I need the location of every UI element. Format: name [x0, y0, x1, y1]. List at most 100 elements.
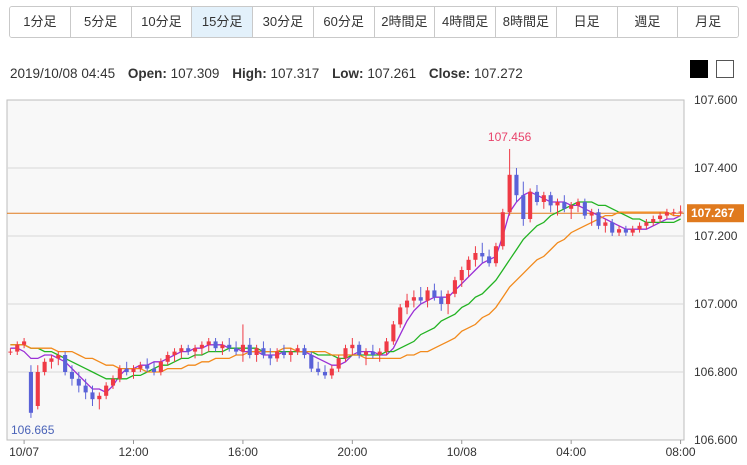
candle-body	[56, 355, 61, 359]
candle-body	[473, 253, 478, 260]
candle-body	[630, 229, 635, 233]
candle-body	[193, 348, 198, 352]
y-tick-label: 106.600	[694, 433, 738, 447]
candle-body	[384, 341, 389, 352]
y-tick-label: 106.800	[694, 365, 738, 379]
candle-body	[336, 358, 341, 369]
tab-2hour[interactable]: 2時間足	[374, 7, 436, 37]
x-tick-label: 10/07	[9, 445, 39, 459]
tab-1min[interactable]: 1分足	[10, 7, 71, 37]
candle-body	[268, 355, 273, 359]
open-label: Open:	[127, 66, 167, 81]
candle-body	[63, 355, 68, 372]
candle-body	[281, 351, 287, 355]
candle-body	[391, 324, 396, 342]
candle-body	[309, 355, 314, 369]
high-annotation: 107.456	[488, 130, 532, 144]
candle-body	[439, 297, 444, 304]
tab-4hour[interactable]: 4時間足	[435, 7, 496, 37]
high-label: High:	[232, 66, 267, 81]
candle-body	[172, 351, 177, 355]
x-tick-label: 08:00	[666, 445, 696, 459]
candle-body	[206, 341, 211, 345]
tab-15min[interactable]: 15分足	[192, 7, 253, 37]
candle-body	[329, 368, 334, 376]
candle-body	[582, 202, 587, 216]
candle-body	[678, 211, 683, 213]
tab-60min[interactable]: 60分足	[313, 7, 375, 37]
candle-body	[664, 212, 669, 216]
candle-body	[370, 351, 375, 355]
candle-body	[671, 212, 676, 214]
candle-body	[83, 385, 88, 393]
candle-body	[404, 300, 410, 308]
candle-body	[322, 372, 328, 376]
candle-body	[104, 385, 109, 396]
tab-30min[interactable]: 30分足	[253, 7, 314, 37]
y-tick-label: 107.200	[694, 229, 738, 243]
candle-body	[90, 392, 95, 400]
candle-body	[459, 270, 464, 281]
tab-weekly[interactable]: 週足	[617, 7, 679, 37]
candle-body	[562, 202, 567, 209]
candle-body	[637, 225, 642, 230]
tab-daily[interactable]: 日足	[556, 7, 618, 37]
candle-body	[97, 395, 102, 400]
candle-body	[199, 344, 204, 349]
x-tick-label: 04:00	[556, 445, 586, 459]
candle-body	[452, 280, 457, 294]
candle-body	[658, 215, 663, 219]
low-value: 107.261	[367, 66, 417, 81]
candle-body	[487, 256, 492, 264]
candle-body	[240, 344, 245, 352]
candle-body	[22, 341, 27, 345]
candle-body	[500, 212, 505, 247]
candle-body	[110, 378, 116, 386]
candle-body	[596, 212, 601, 226]
low-label: Low:	[332, 66, 364, 81]
candle-body	[254, 348, 259, 355]
candle-body	[398, 307, 403, 325]
candle-body	[589, 212, 594, 216]
tab-10min[interactable]: 10分足	[131, 7, 193, 37]
x-tick-label: 12:00	[118, 445, 148, 459]
tab-5min[interactable]: 5分足	[70, 7, 132, 37]
candle-body	[220, 344, 225, 349]
candle-body	[446, 293, 451, 304]
open-value: 107.309	[170, 66, 220, 81]
candle-body	[158, 361, 163, 372]
candle-body	[15, 344, 20, 352]
ohlc-readout: 2019/10/08 04:45 Open: 107.309 High: 107…	[10, 66, 523, 81]
candle-body	[555, 202, 560, 206]
candle-body	[493, 246, 498, 264]
candle-body	[213, 341, 218, 349]
candle-body	[528, 191, 533, 219]
tab-monthly[interactable]: 月足	[678, 7, 738, 37]
low-annotation: 106.665	[11, 423, 55, 437]
candle-body	[514, 174, 519, 196]
candle-body	[179, 348, 184, 352]
dark-theme-button[interactable]	[690, 60, 708, 78]
candle-body	[234, 348, 239, 352]
candle-body	[131, 368, 136, 372]
candle-body	[575, 202, 581, 206]
candle-body	[28, 372, 33, 413]
candle-body	[186, 348, 191, 352]
tab-8hour[interactable]: 8時間足	[496, 7, 557, 37]
plot-area	[6, 99, 685, 441]
candle-body	[569, 205, 574, 209]
candle-body	[151, 368, 157, 372]
candle-body	[425, 290, 430, 301]
candle-body	[117, 368, 122, 379]
ohlc-datetime: 2019/10/08 04:45	[10, 66, 116, 81]
candle-body	[534, 191, 540, 202]
candle-body	[418, 297, 423, 301]
candle-body	[521, 195, 526, 219]
candle-body	[247, 344, 252, 355]
candle-body	[302, 348, 307, 355]
candle-body	[350, 344, 355, 349]
candle-body	[466, 259, 471, 270]
y-tick-label: 107.400	[694, 161, 738, 175]
candle-body	[357, 344, 362, 355]
light-theme-button[interactable]	[716, 60, 734, 78]
